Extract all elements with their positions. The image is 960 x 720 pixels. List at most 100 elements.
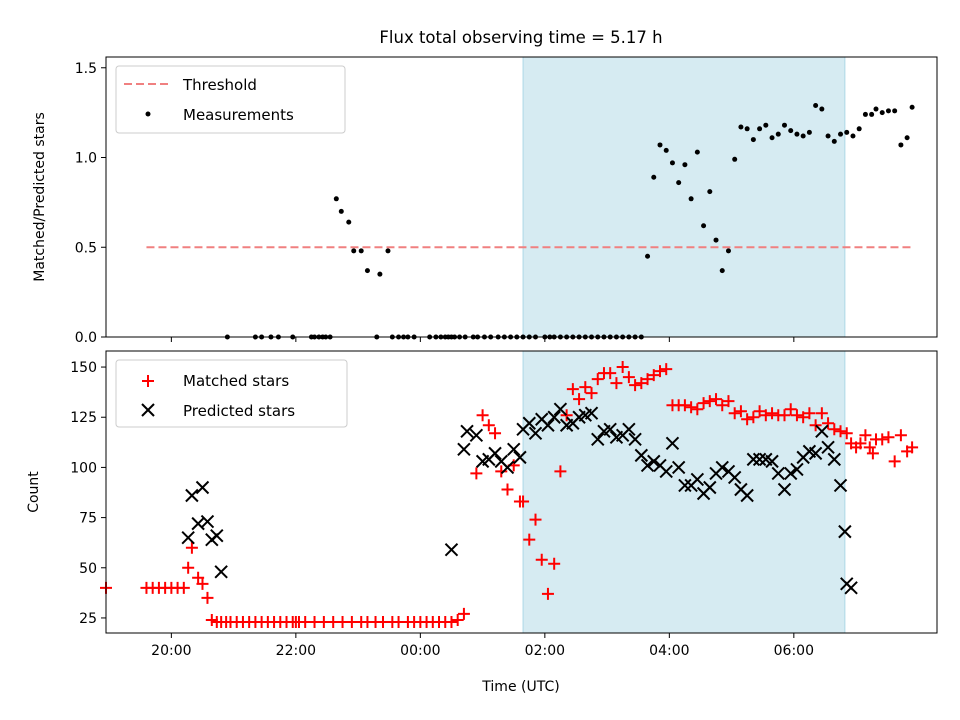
matched-star-point bbox=[591, 373, 604, 386]
matched-star-point bbox=[470, 467, 483, 480]
predicted-star-point bbox=[827, 452, 841, 467]
matched-star-point bbox=[678, 399, 691, 412]
predicted-star-point bbox=[181, 530, 195, 545]
matched-star-point bbox=[710, 393, 723, 406]
matched-star-point bbox=[604, 367, 617, 380]
ratio-legend-box bbox=[115, 65, 346, 134]
matched-star-point bbox=[451, 613, 464, 626]
counts-legend: Matched stars Predicted stars bbox=[115, 359, 348, 428]
measurement-point bbox=[657, 142, 663, 148]
matched-star-point bbox=[566, 383, 579, 396]
measurement-point bbox=[869, 111, 875, 117]
measurement-point bbox=[825, 133, 831, 139]
y-tick-label: 125 bbox=[70, 410, 97, 426]
matched-star-point bbox=[177, 581, 190, 594]
measurement-point bbox=[346, 219, 352, 225]
x-tick-label: 06:00 bbox=[774, 643, 814, 659]
matched-star-point bbox=[722, 395, 735, 408]
predicted-star-point bbox=[703, 480, 717, 495]
predicted-star-point bbox=[547, 410, 561, 424]
chart-title: Flux total observing time = 5.17 h bbox=[379, 28, 662, 47]
measurement-point bbox=[763, 122, 769, 128]
x-tick-label: 00:00 bbox=[400, 643, 440, 659]
matched-star-point bbox=[654, 365, 666, 378]
matched-star-point bbox=[716, 399, 729, 412]
matched-star-point bbox=[489, 427, 502, 440]
matched-star-point bbox=[691, 403, 704, 416]
measurement-point bbox=[838, 131, 844, 137]
threshold-legend-label: Threshold bbox=[182, 76, 257, 94]
matched-star-point bbox=[457, 607, 470, 620]
matched-star-point bbox=[876, 433, 889, 446]
matched-star-point bbox=[815, 407, 828, 420]
y-tick-label: 75 bbox=[79, 511, 97, 527]
predicted-star-point bbox=[659, 464, 673, 479]
matched-star-point bbox=[834, 425, 847, 438]
matched-star-point bbox=[859, 429, 872, 442]
measurement-point bbox=[707, 189, 713, 195]
measurement-point bbox=[775, 131, 781, 137]
y-tick-label: 1.5 bbox=[75, 61, 97, 77]
predicted-star-point bbox=[628, 432, 642, 447]
counts-points bbox=[100, 361, 919, 628]
predicted-star-point bbox=[488, 446, 502, 461]
predicted-star-point bbox=[690, 472, 705, 487]
predicted-star-point bbox=[746, 452, 761, 467]
matched-star-point bbox=[854, 437, 867, 450]
measurement-point bbox=[788, 128, 794, 134]
predicted-star-point bbox=[457, 442, 471, 457]
matched-star-point bbox=[747, 411, 760, 424]
matched-star-point bbox=[784, 403, 797, 416]
predicted-star-point bbox=[603, 422, 617, 436]
matched-star-point bbox=[863, 441, 876, 454]
matched-star-point bbox=[201, 591, 214, 604]
measurement-point bbox=[333, 196, 339, 202]
matched-star-point bbox=[888, 455, 901, 468]
predicted-star-point bbox=[444, 542, 459, 557]
predicted-star-point bbox=[513, 450, 527, 465]
matched-star-point bbox=[759, 409, 772, 422]
matched-star-point bbox=[535, 553, 548, 566]
counts-panel: 25 50 75 100 125 150 20:00 22:00 00:00 02:00 04:0… bbox=[26, 350, 938, 695]
predicted-star-point bbox=[765, 454, 779, 469]
counts-y-axis: 25 50 75 100 125 150 bbox=[70, 360, 106, 627]
matched-star-point bbox=[585, 387, 598, 400]
measurement-point bbox=[676, 180, 682, 186]
predicted-star-point bbox=[634, 448, 649, 463]
measurement-point bbox=[750, 137, 756, 143]
matched-star-point bbox=[906, 441, 919, 454]
y-tick-label: 1.0 bbox=[75, 151, 97, 167]
y-tick-label: 50 bbox=[79, 561, 97, 577]
predicted-star-point bbox=[752, 452, 767, 467]
ratio-panel: 0.0 0.5 1.0 1.5 Matched/Predicted stars Thr… bbox=[32, 56, 938, 346]
matched-star-point bbox=[766, 407, 779, 420]
measurement-point bbox=[725, 248, 731, 254]
y-tick-label: 25 bbox=[79, 611, 97, 627]
measurement-point bbox=[819, 106, 825, 112]
y-tick-label: 0.5 bbox=[75, 240, 97, 256]
measurement-point bbox=[850, 133, 856, 139]
matched-star-point bbox=[660, 363, 673, 376]
matched-star-point bbox=[734, 405, 747, 418]
predicted-star-point bbox=[727, 470, 742, 485]
predicted-star-point bbox=[844, 581, 858, 595]
predicted-star-point bbox=[507, 442, 521, 457]
x-tick-label: 20:00 bbox=[151, 643, 191, 659]
measurement-point bbox=[909, 104, 915, 110]
predicted-star-point bbox=[210, 528, 224, 543]
matched-star-point bbox=[196, 577, 209, 590]
measurement-point bbox=[757, 126, 763, 132]
matched-star-point bbox=[697, 397, 710, 410]
ratio-legend: Threshold Measurements bbox=[115, 65, 346, 134]
matched-legend-swatch bbox=[142, 375, 154, 387]
predicted-star-point bbox=[808, 446, 823, 461]
x-tick-label: 22:00 bbox=[276, 643, 316, 659]
matched-star-point bbox=[192, 571, 205, 584]
measurement-point bbox=[351, 248, 357, 254]
measurement-point bbox=[669, 160, 675, 166]
matched-star-point bbox=[517, 495, 530, 508]
matched-star-point bbox=[616, 361, 629, 374]
matched-star-point bbox=[523, 533, 536, 546]
matched-legend-label: Matched stars bbox=[183, 372, 289, 390]
ratio-y-axis: 0.0 0.5 1.0 1.5 bbox=[75, 61, 106, 346]
